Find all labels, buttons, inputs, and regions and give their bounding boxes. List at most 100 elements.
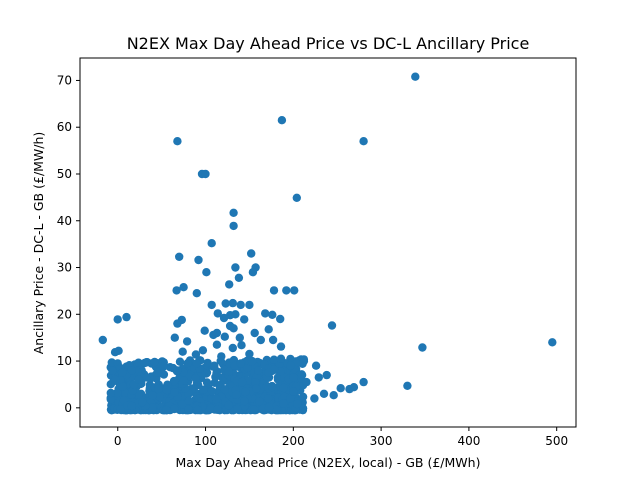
data-point [235, 333, 244, 342]
data-point [299, 356, 309, 366]
data-point [264, 368, 273, 377]
y-tick-label: 40 [57, 214, 72, 228]
data-point [184, 405, 193, 414]
data-point [292, 193, 301, 202]
y-tick-label: 60 [57, 120, 72, 134]
data-point [212, 340, 222, 349]
data-point [256, 335, 265, 345]
data-point [150, 357, 159, 367]
data-point [264, 403, 274, 412]
data-point [234, 273, 244, 282]
data-point [153, 368, 162, 377]
data-point [202, 268, 211, 277]
data-point [202, 378, 212, 387]
data-point [207, 239, 216, 248]
data-point [245, 349, 254, 359]
data-point [118, 382, 128, 391]
data-point [116, 405, 125, 414]
data-point [237, 377, 247, 387]
data-point [183, 359, 192, 368]
data-point [207, 300, 216, 310]
y-tick-label: 0 [64, 401, 72, 415]
x-tick-label: 0 [114, 434, 122, 448]
data-point [178, 400, 187, 409]
data-point [314, 373, 323, 382]
data-point [289, 373, 298, 382]
data-point [212, 369, 221, 378]
data-point [276, 314, 285, 324]
data-point [224, 401, 233, 410]
x-tick-label: 200 [282, 434, 305, 448]
data-point [248, 268, 258, 277]
data-point [154, 384, 163, 394]
data-point [142, 373, 151, 382]
data-point [98, 335, 108, 345]
data-point [193, 405, 202, 415]
data-point [172, 286, 181, 295]
data-point [311, 361, 321, 370]
data-point [261, 309, 270, 318]
data-point [233, 404, 242, 414]
data-point [134, 375, 143, 384]
data-point [138, 398, 147, 407]
data-point [240, 315, 249, 324]
data-point [221, 299, 230, 308]
data-point [213, 309, 222, 318]
data-point [269, 286, 279, 295]
data-point [271, 405, 281, 415]
x-tick-label: 500 [545, 434, 568, 448]
data-point [263, 394, 273, 403]
data-point [175, 357, 185, 366]
data-point [302, 377, 311, 387]
data-point [199, 385, 208, 394]
data-point [286, 394, 295, 403]
data-point [276, 367, 285, 376]
data-point [268, 310, 277, 319]
data-point [194, 255, 203, 265]
data-point [179, 283, 188, 292]
data-point [251, 378, 260, 387]
data-point [229, 221, 238, 231]
data-point [179, 376, 189, 385]
data-point [228, 343, 237, 353]
x-tick-label: 100 [194, 434, 217, 448]
data-point [117, 368, 127, 377]
data-point [175, 252, 184, 261]
data-point [232, 390, 241, 399]
data-point [169, 376, 179, 386]
plot-frame [79, 57, 577, 428]
data-point [254, 366, 263, 375]
data-point [106, 395, 116, 404]
data-point [310, 394, 319, 403]
data-point [297, 370, 307, 380]
data-point [191, 350, 201, 359]
y-tick-label: 30 [57, 261, 72, 275]
data-point [286, 361, 295, 370]
data-point [213, 405, 222, 414]
data-point [327, 321, 337, 330]
data-point [170, 333, 179, 342]
y-tick-label: 10 [57, 354, 72, 368]
data-point [173, 319, 182, 328]
data-point [240, 397, 249, 406]
data-point [173, 366, 182, 375]
x-axis-ticks: 0 100 200 300 400 500 [114, 427, 568, 448]
data-point [247, 249, 256, 258]
data-point [322, 370, 331, 380]
data-point [112, 388, 122, 398]
data-point [106, 388, 116, 398]
data-point [159, 362, 168, 371]
data-point [276, 354, 286, 363]
data-point [162, 406, 171, 415]
data-point [170, 404, 179, 414]
data-point [155, 392, 164, 402]
data-point [178, 347, 187, 356]
data-point [134, 390, 143, 400]
data-point [249, 405, 259, 415]
data-point [264, 325, 273, 334]
data-point [269, 355, 279, 364]
data-point [184, 396, 194, 405]
data-point [200, 326, 209, 335]
data-point [210, 361, 219, 370]
